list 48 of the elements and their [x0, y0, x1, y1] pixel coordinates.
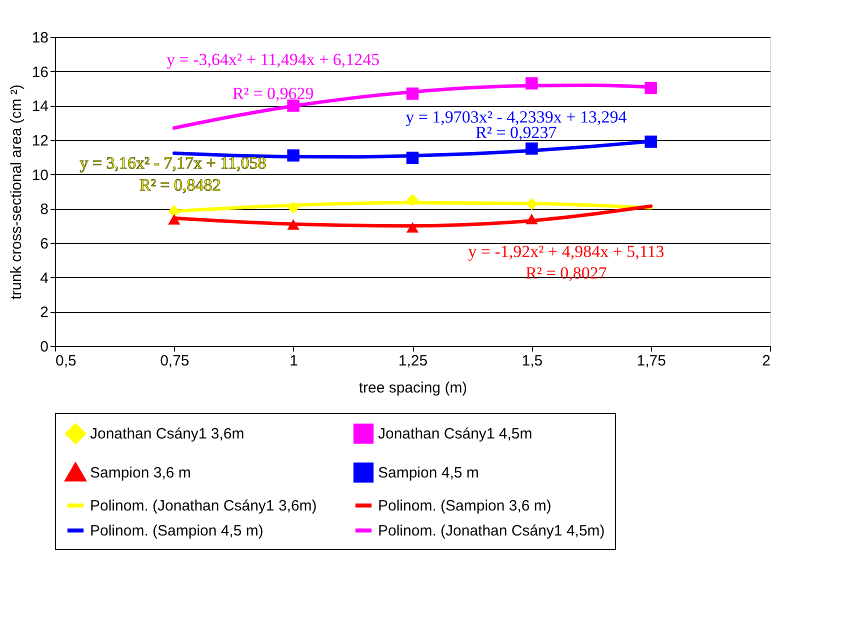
point [287, 149, 300, 162]
x-tick-label: 0,5 [56, 352, 76, 370]
y-tick-label: 10 [32, 166, 48, 184]
legend-label: Polinom. (Sampion 3,6 m) [378, 498, 552, 514]
point [406, 222, 419, 233]
y-tick-label: 14 [32, 98, 48, 116]
y-tick-label: 6 [40, 236, 48, 252]
point [406, 194, 419, 206]
legend-label: Jonathan Csány1 3,6m [90, 426, 244, 443]
x-tick-label: 2 [762, 352, 770, 370]
annotation: y = 3,16x² - 7,17x + 11,058 [80, 154, 266, 173]
x-tick-label: 1,75 [636, 352, 666, 370]
point [644, 82, 657, 94]
annotation: y = 1,9703x² - 4,2339x + 13,294 [406, 107, 628, 126]
point [526, 77, 538, 90]
point [526, 142, 538, 155]
y-tick-label: 4 [40, 270, 48, 287]
legend-label: Polinom. (Jonathan Csány1 3,6m) [90, 498, 317, 514]
annotation: y = -1,92x² + 4,984x + 5,113 [468, 242, 664, 261]
x-tick-label: 1,5 [522, 352, 543, 370]
y-tick-label: 2 [40, 304, 48, 322]
point [526, 198, 538, 210]
legend-label: Jonathan Csány1 4,5m [378, 426, 532, 443]
x-axis-title: tree spacing (m) [358, 380, 468, 396]
x-tick-label: 0,75 [160, 352, 190, 370]
point [644, 136, 657, 148]
y-axis-title: trunk cross-sectional area (cm ²) [8, 84, 25, 300]
y-tick-label: 0 [40, 338, 48, 356]
annotation: y = -3,64x² + 11,494x + 6,1245 [166, 50, 380, 70]
point [168, 214, 180, 225]
y-tick-label: 16 [32, 64, 48, 81]
point [287, 219, 300, 230]
point [287, 202, 300, 214]
point [168, 204, 180, 218]
legend-label: Sampion 3,6 m [90, 464, 191, 482]
y-tick-label: 18 [32, 30, 48, 46]
x-tick-label: 1 [290, 352, 298, 370]
annotation: R² = 0,8482 [139, 175, 221, 194]
point [406, 88, 419, 100]
legend-label: Polinom. (Jonathan Csány1 4,5m) [378, 522, 605, 540]
y-tick-label: 12 [32, 132, 48, 150]
y-tick-label: 8 [40, 201, 48, 218]
x-tick-label: 1,25 [398, 352, 428, 370]
point [406, 152, 419, 164]
legend-label: Sampion 4,5 m [378, 464, 479, 482]
point [526, 214, 538, 224]
annotation: R² = 0,9629 [232, 84, 314, 104]
legend-label: Polinom. (Sampion 4,5 m) [90, 522, 264, 540]
